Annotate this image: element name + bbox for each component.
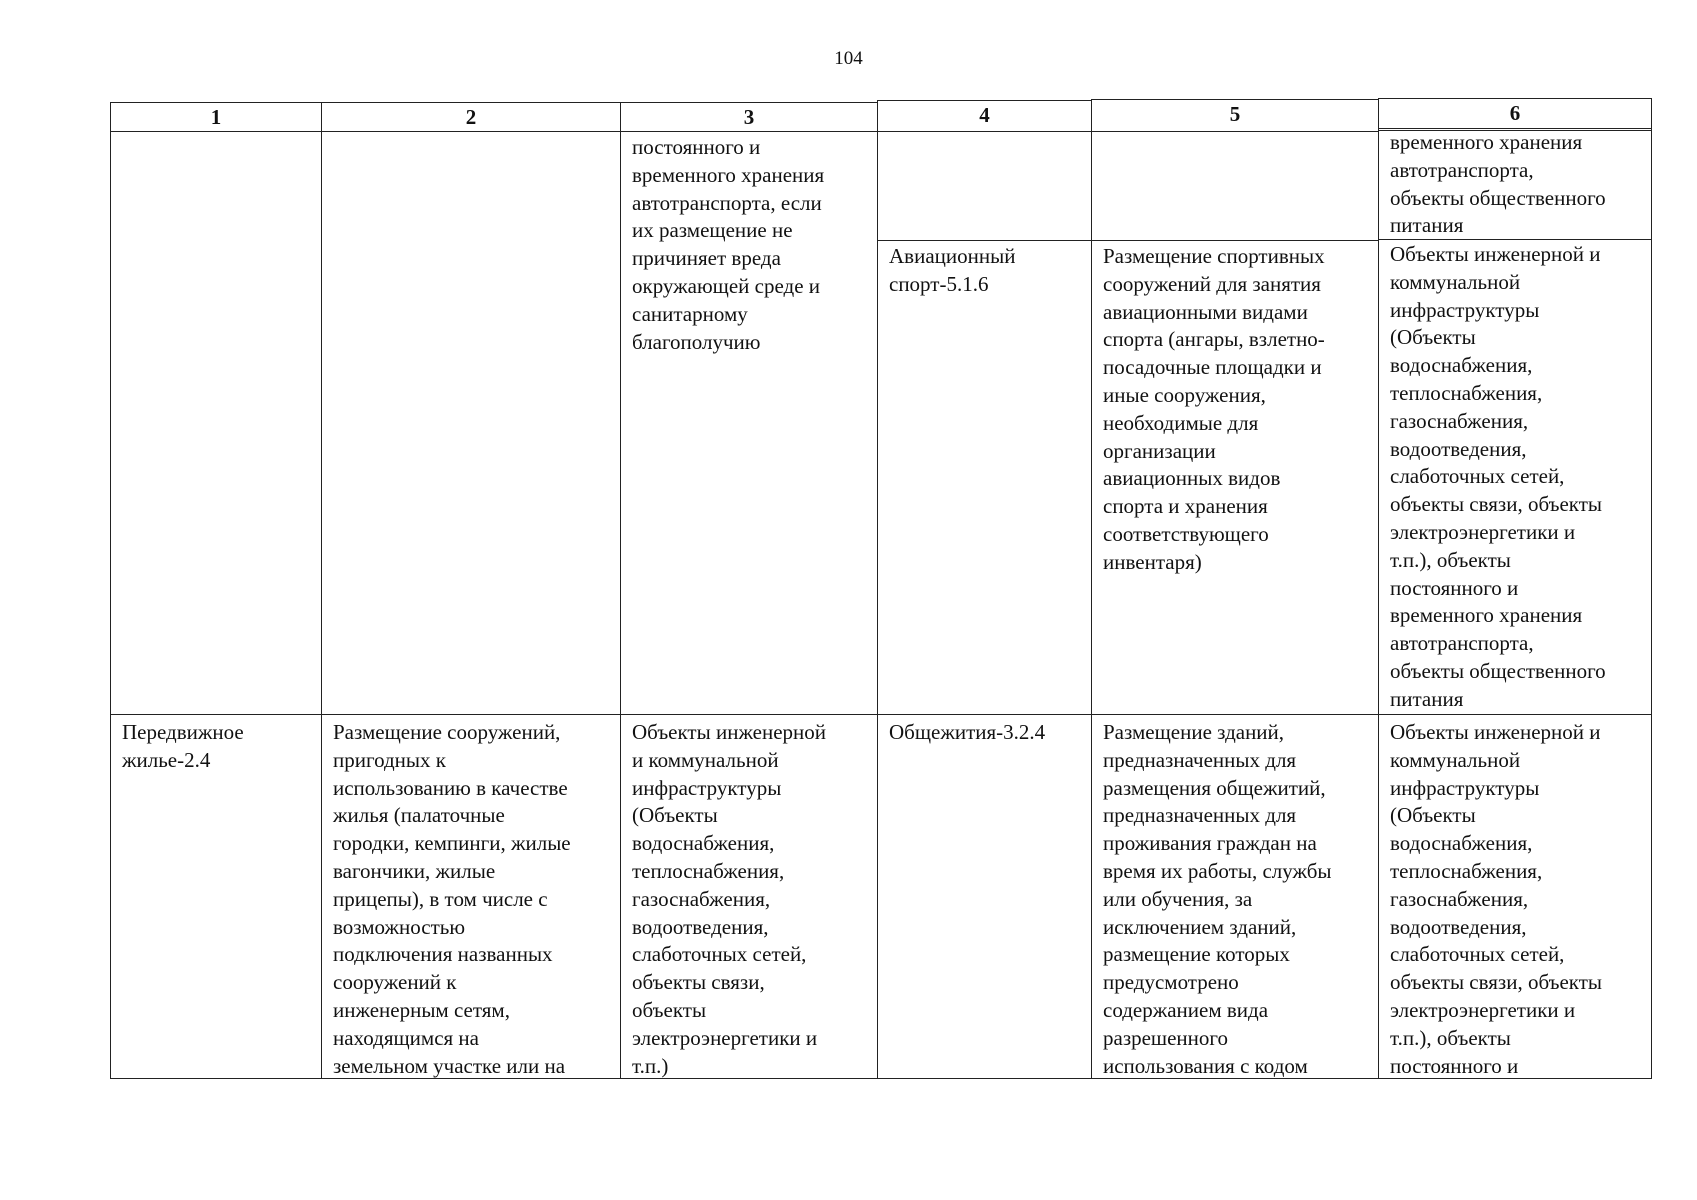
row2-col2: Размещение сооружений, пригодных к испол… (321, 714, 621, 1079)
page-number: 104 (834, 48, 863, 69)
row1b-col5: Размещение спортивных сооружений для зан… (1091, 240, 1379, 715)
header-cell-4: 4 (877, 100, 1092, 132)
row1-col2 (321, 131, 621, 715)
header-cell-2: 2 (321, 102, 621, 132)
row2-col4: Общежития-3.2.4 (877, 714, 1092, 1079)
header-cell-5: 5 (1091, 99, 1379, 132)
row1b-col6: Объекты инженерной и коммунальной инфрас… (1378, 239, 1652, 715)
row2-col6: Объекты инженерной и коммунальной инфрас… (1378, 714, 1652, 1079)
row2-col5: Размещение зданий, предназначенных для р… (1091, 714, 1379, 1079)
row1a-col5 (1091, 131, 1379, 241)
header-cell-3: 3 (620, 102, 878, 132)
row1a-col4 (877, 131, 1092, 241)
row1-col3: постоянного и временного хранения автотр… (620, 131, 878, 715)
row2-col3: Объекты инженерной и коммунальной инфрас… (620, 714, 878, 1079)
header-cell-1: 1 (110, 102, 322, 132)
row1b-col4: Авиационный спорт-5.1.6 (877, 240, 1092, 715)
row1a-col6: временного хранения автотранспорта, объе… (1378, 128, 1652, 240)
row1-col1 (110, 131, 322, 715)
header-cell-6: 6 (1378, 98, 1652, 131)
row2-col1: Передвижное жилье-2.4 (110, 714, 322, 1079)
